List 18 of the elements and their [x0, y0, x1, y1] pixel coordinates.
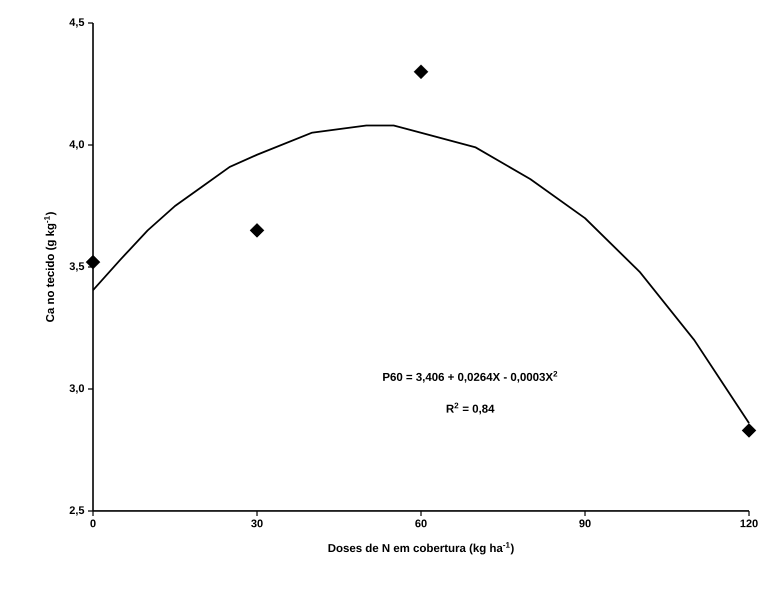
point: [86, 254, 100, 270]
x-tick-label: 120: [740, 520, 758, 528]
y-tick-label: 3,0: [70, 384, 84, 394]
y-tick-label: 4,0: [69, 140, 84, 150]
point: [250, 223, 264, 238]
x-tick-label: 30: [251, 520, 263, 528]
y-tick-label: 3,5: [70, 262, 84, 272]
x-axis-title: Doses de N em cobertura (kg ha$^{-1}$): [328, 542, 514, 554]
x-tick-label: 90: [579, 520, 591, 528]
x-tick-label: 60: [415, 520, 427, 528]
annotation: R$^{2}$ = 0,84: [446, 402, 494, 414]
y-axis-title: Ca no tecido (g kg$^{-1}$): [44, 212, 56, 322]
y-tick-label: 2,5: [70, 506, 84, 516]
point: [742, 423, 756, 438]
point: [414, 64, 428, 80]
y-tick-label: 4,5: [69, 18, 84, 28]
x-tick-label: 0: [90, 520, 96, 528]
annotation: P60 = 3,406 + 0,0264X - 0,0003X$^{2}$: [383, 370, 558, 383]
